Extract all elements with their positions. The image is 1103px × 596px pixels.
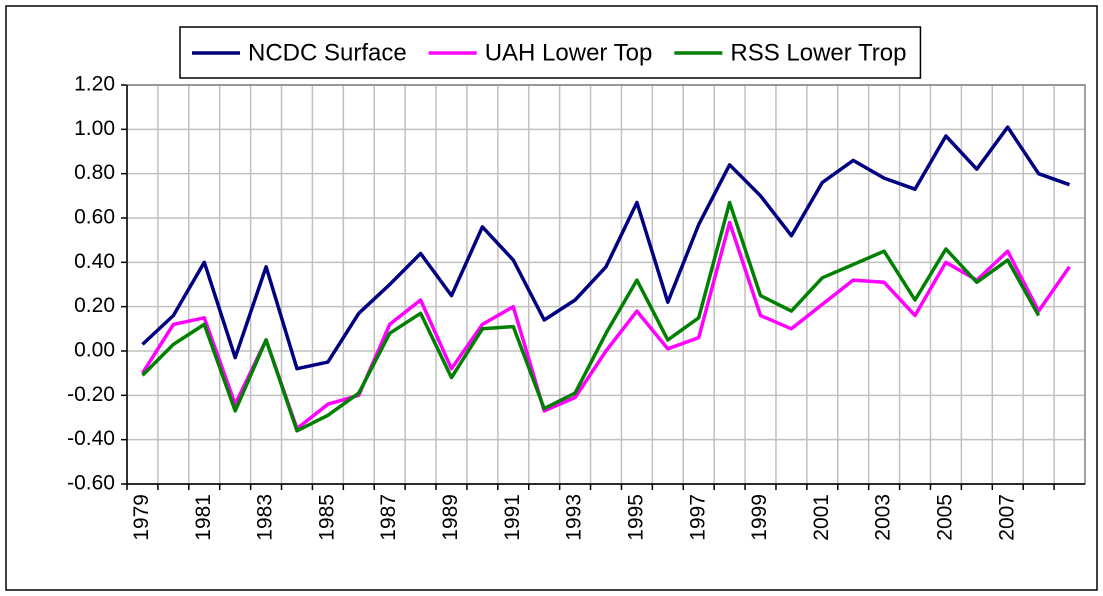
y-tick-label: 0.80	[74, 161, 115, 184]
x-tick-label: 1983	[254, 494, 277, 541]
y-tick-label: 0.20	[74, 294, 115, 317]
series-line	[141, 200, 1041, 433]
y-tick-label: 0.40	[74, 250, 115, 273]
y-tick-label: 1.20	[74, 73, 115, 96]
x-tick-label: 1999	[748, 494, 771, 541]
y-tick-label: -0.60	[67, 472, 115, 495]
x-tick-label: 2003	[872, 494, 895, 541]
x-tick-label: 2007	[995, 494, 1018, 541]
legend-label: NCDC Surface	[248, 39, 407, 66]
x-tick-label: 1993	[563, 494, 586, 541]
y-tick-label: -0.20	[67, 383, 115, 406]
x-tick-label: 1981	[192, 494, 215, 541]
legend-label: RSS Lower Trop	[730, 39, 906, 66]
x-tick-label: 1991	[501, 494, 524, 541]
x-tick-label: 1985	[315, 494, 338, 541]
x-tick-label: 1995	[624, 494, 647, 541]
y-tick-label: 0.00	[74, 339, 115, 362]
legend-label: UAH Lower Top	[485, 39, 653, 66]
y-tick-label: 1.00	[74, 117, 115, 140]
x-tick-label: 2001	[810, 494, 833, 541]
x-tick-label: 1979	[130, 494, 153, 541]
y-tick-label: 0.60	[74, 206, 115, 229]
legend: NCDC Surface UAH Lower Top RSS Lower Trop	[179, 26, 922, 79]
x-tick-label: 1989	[439, 494, 462, 541]
x-tick-label: 2005	[933, 494, 956, 541]
y-tick-label: -0.40	[67, 427, 115, 450]
x-tick-label: 1987	[377, 494, 400, 541]
legend-box	[179, 26, 922, 79]
series-line	[141, 125, 1071, 371]
x-tick-label: 1997	[686, 494, 709, 541]
